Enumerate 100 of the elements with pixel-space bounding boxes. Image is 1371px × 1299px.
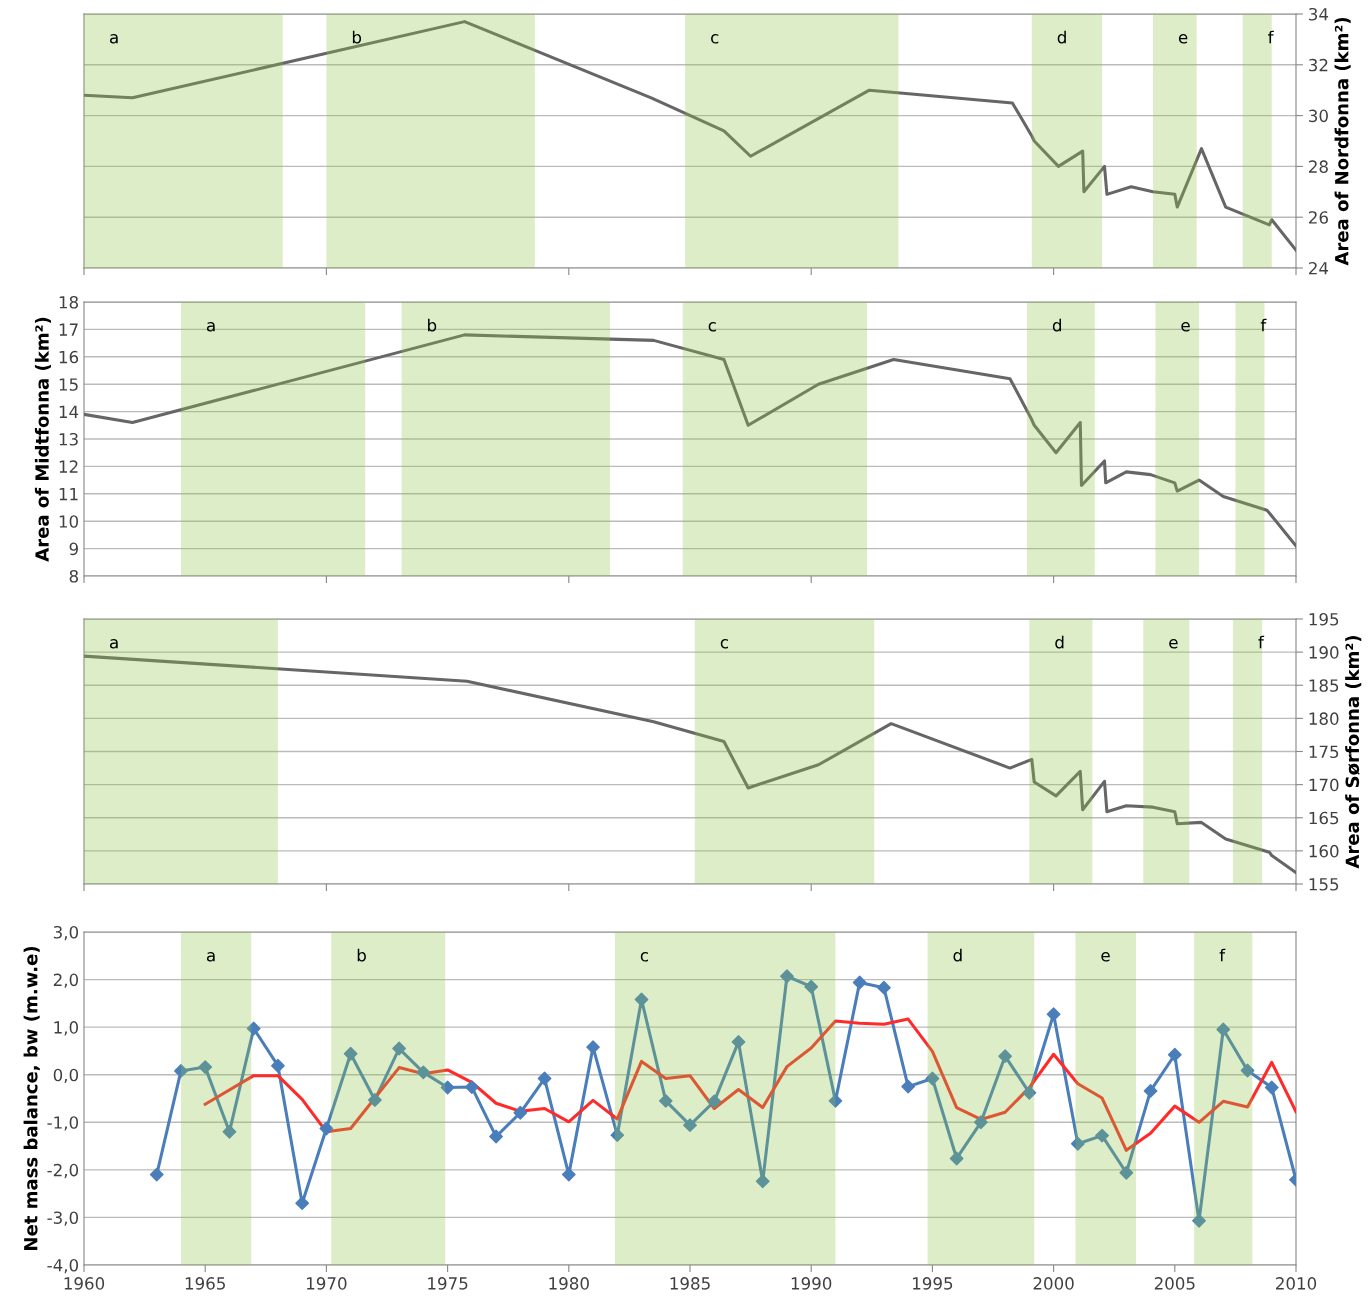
point <box>1095 1128 1109 1143</box>
point <box>852 975 867 990</box>
band-label: a <box>110 34 118 44</box>
point <box>925 1071 940 1086</box>
y-tick-label: 160 <box>1309 844 1339 858</box>
point <box>1167 1047 1182 1062</box>
band-label: d <box>1052 318 1061 332</box>
band-label: f <box>1219 948 1226 962</box>
y-tick-label: 13 <box>59 432 78 446</box>
line-series <box>84 654 1296 875</box>
y-tick-label: 1,0 <box>54 1021 79 1036</box>
x-tick-label: 1985 <box>670 1277 710 1290</box>
y-axis-title: Area of Nordfonna (km²) <box>1334 17 1351 266</box>
y-axis-title: Area of Midtfonna (km²) <box>34 317 51 562</box>
band-label: b <box>352 30 362 44</box>
point <box>973 1115 988 1130</box>
line-series <box>84 20 1296 252</box>
band-label: e <box>1178 34 1188 44</box>
y-axis-title: Net mass balance, bw (m.w.e) <box>23 946 40 1250</box>
y-tick-label: 2,0 <box>53 973 79 988</box>
band-label: c <box>711 34 719 44</box>
point <box>537 1071 552 1086</box>
point <box>780 969 794 984</box>
band-label: b <box>428 318 437 332</box>
y-tick-label: 170 <box>1309 778 1339 792</box>
point <box>634 992 649 1007</box>
y-tick-label: 17 <box>59 323 78 336</box>
band-label: f <box>1268 30 1274 44</box>
point <box>513 1105 528 1120</box>
band-label: e <box>1181 322 1190 332</box>
x-tick-label: 2000 <box>1033 1277 1074 1290</box>
point <box>1022 1085 1037 1100</box>
y-tick-label: 34 <box>1309 7 1329 21</box>
point <box>707 1094 722 1109</box>
y-tick-label: 180 <box>1309 712 1339 725</box>
y-tick-label: 175 <box>1309 745 1339 759</box>
y-tick-label: 11 <box>59 487 78 501</box>
point <box>998 1049 1013 1064</box>
point <box>1046 1007 1061 1022</box>
band-label: d <box>1057 30 1066 44</box>
point <box>489 1129 503 1144</box>
band-label: e <box>1101 952 1110 962</box>
x-tick-label: 1995 <box>913 1277 953 1290</box>
y-tick-label: 165 <box>1309 811 1339 825</box>
band-label: c <box>720 639 728 649</box>
band-label: c <box>640 952 648 962</box>
y-tick-label: 3,0 <box>53 925 79 941</box>
point <box>1143 1083 1158 1098</box>
y-tick-label: 26 <box>1309 211 1328 224</box>
x-tick-label: 1975 <box>428 1277 468 1290</box>
y-tick-label: 8 <box>69 569 78 583</box>
y-tick-label: 14 <box>59 405 79 418</box>
point <box>610 1128 625 1143</box>
point <box>295 1196 310 1211</box>
x-tick-label: 1980 <box>549 1277 589 1290</box>
y-tick-label: 30 <box>1309 109 1328 123</box>
y-tick-label: 185 <box>1309 679 1339 692</box>
point <box>804 979 819 994</box>
point <box>1192 1213 1206 1228</box>
point <box>174 1064 188 1078</box>
y-tick-label: -2,0 <box>47 1163 79 1179</box>
point <box>440 1080 455 1095</box>
band-label: a <box>206 322 215 332</box>
band-label: b <box>357 948 366 962</box>
point <box>392 1041 407 1056</box>
y-tick-label: 15 <box>59 378 78 391</box>
point <box>198 1060 213 1075</box>
band-label: e <box>1169 639 1178 649</box>
band-label: a <box>206 952 215 962</box>
y-tick-label: -3,0 <box>47 1211 79 1226</box>
x-tick-label: 1990 <box>791 1277 832 1290</box>
band-label: f <box>1258 635 1265 649</box>
point <box>949 1151 964 1166</box>
y-tick-label: 190 <box>1309 646 1339 659</box>
band-label: c <box>708 322 716 332</box>
band-label: d <box>953 948 962 962</box>
line-series <box>84 333 1296 548</box>
point <box>271 1058 285 1073</box>
point <box>901 1079 916 1094</box>
y-tick-label: 9 <box>69 542 78 556</box>
y-tick-label: 10 <box>59 515 79 528</box>
y-tick-label: 0,0 <box>53 1068 79 1083</box>
y-tick-label: 16 <box>59 350 79 364</box>
x-tick-label: 1970 <box>307 1277 347 1290</box>
point <box>319 1121 334 1136</box>
point <box>731 1034 746 1049</box>
point <box>683 1118 697 1133</box>
line-series <box>203 1017 1296 1152</box>
point <box>1119 1165 1134 1180</box>
y-tick-label: 32 <box>1309 58 1328 72</box>
x-tick-label: 1965 <box>185 1277 225 1290</box>
y-tick-label: 18 <box>59 295 78 309</box>
band-label: d <box>1055 635 1064 649</box>
y-tick-label: 155 <box>1309 878 1339 891</box>
point <box>367 1093 382 1107</box>
band-label: a <box>110 639 118 649</box>
point <box>1264 1080 1279 1095</box>
y-tick-label: 28 <box>1309 160 1328 173</box>
y-tick-label: 24 <box>1309 261 1329 275</box>
point <box>222 1124 237 1139</box>
